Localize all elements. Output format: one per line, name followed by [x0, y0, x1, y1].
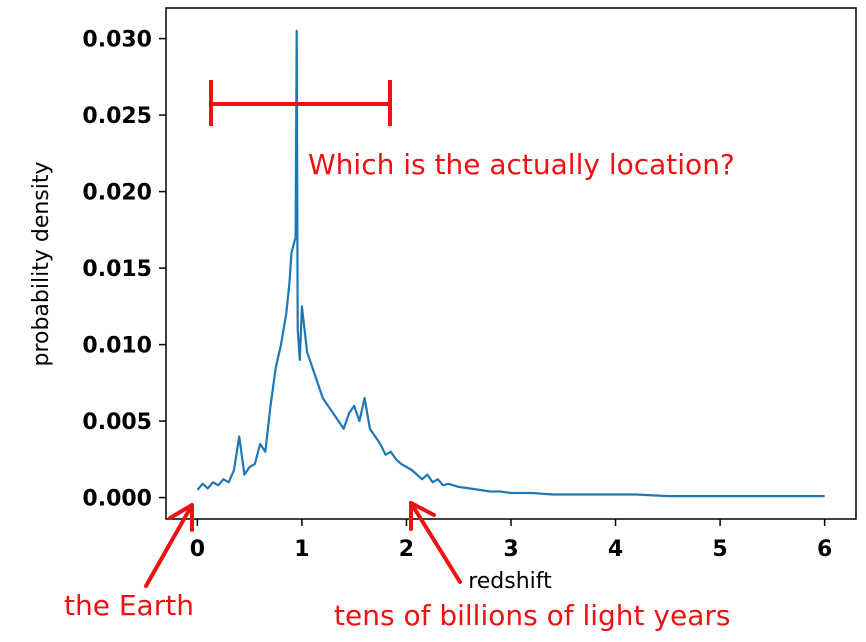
axis-ticks: 0 1 2 3 4 5 6 0.000 0.005 0.010 0.015 0.020 0.025 0.0…	[82, 28, 832, 562]
x-tick-label: 6	[817, 537, 832, 562]
plot-area	[165, 7, 857, 520]
y-axis-label: probability density	[29, 161, 54, 366]
x-tick-label: 3	[503, 537, 518, 562]
far-arrow	[409, 501, 462, 584]
earth-annotation: the Earth	[64, 589, 194, 622]
y-tick-label: 0.000	[82, 487, 152, 512]
range-bracket	[209, 80, 392, 126]
y-tick-label: 0.020	[82, 181, 152, 206]
y-tick-label: 0.005	[82, 410, 152, 435]
x-axis-label: redshift	[468, 569, 552, 594]
x-tick-label: 5	[712, 537, 727, 562]
y-tick-label: 0.015	[82, 257, 152, 282]
x-tick-label: 1	[294, 537, 309, 562]
question-annotation: Which is the actually location?	[308, 148, 735, 181]
y-tick-label: 0.025	[82, 104, 152, 129]
y-tick-label: 0.010	[82, 334, 152, 359]
x-tick-label: 0	[190, 537, 205, 562]
series-line	[196, 29, 825, 498]
x-tick-label: 2	[399, 537, 414, 562]
far-annotation: tens of billions of light years	[334, 599, 730, 632]
earth-arrow	[144, 503, 194, 588]
x-tick-label: 4	[608, 537, 623, 562]
y-tick-label: 0.030	[82, 28, 152, 53]
